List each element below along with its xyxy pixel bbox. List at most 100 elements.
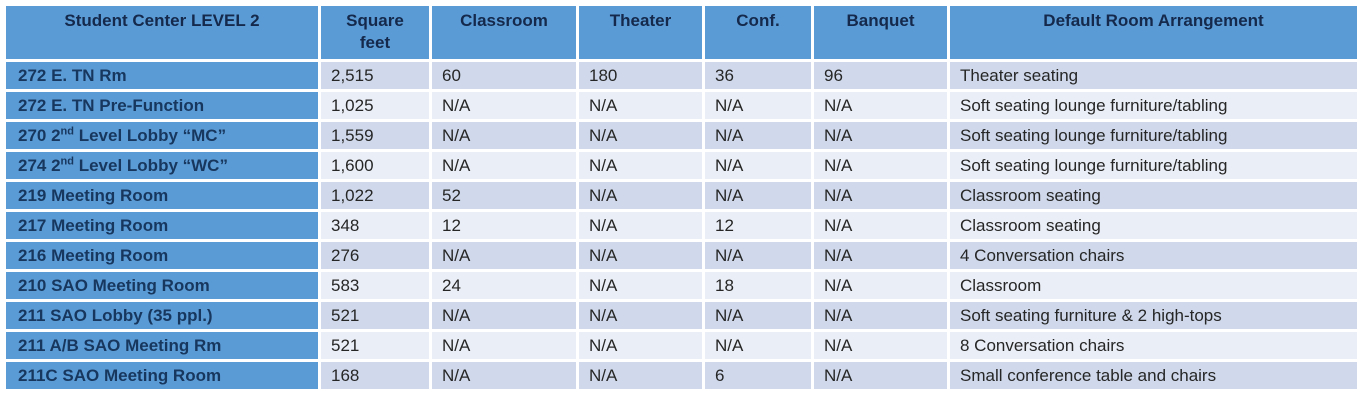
banquet-capacity-cell: N/A xyxy=(814,362,947,389)
column-header-theater-label: Theater xyxy=(609,11,672,30)
room-name-cell: 274 2nd Level Lobby “WC” xyxy=(6,152,318,179)
banquet-capacity-cell: N/A xyxy=(814,302,947,329)
theater-capacity-cell: N/A xyxy=(579,212,702,239)
table-row: 219 Meeting Room 1,022 52 N/A N/A N/A Cl… xyxy=(6,182,1357,209)
room-name-rest: Level Lobby “WC” xyxy=(74,155,228,175)
default-arrangement-cell: Classroom seating xyxy=(950,182,1357,209)
square-feet-cell: 2,515 xyxy=(321,62,429,89)
classroom-capacity-cell: 52 xyxy=(432,182,576,209)
room-name-text: 210 SAO Meeting Room xyxy=(18,275,210,295)
banquet-capacity-cell: N/A xyxy=(814,212,947,239)
conference-capacity-cell: N/A xyxy=(705,92,811,119)
default-arrangement-cell: Theater seating xyxy=(950,62,1357,89)
column-header-square-feet-label: Square feet xyxy=(346,11,404,52)
default-arrangement-cell: Soft seating lounge furniture/tabling xyxy=(950,152,1357,179)
theater-capacity-cell: N/A xyxy=(579,182,702,209)
default-arrangement-cell: Small conference table and chairs xyxy=(950,362,1357,389)
theater-capacity-cell: N/A xyxy=(579,362,702,389)
room-name-cell: 210 SAO Meeting Room xyxy=(6,272,318,299)
square-feet-cell: 1,559 xyxy=(321,122,429,149)
classroom-capacity-cell: N/A xyxy=(432,302,576,329)
square-feet-cell: 521 xyxy=(321,332,429,359)
column-header-banquet-label: Banquet xyxy=(846,11,915,30)
room-name-cell: 272 E. TN Rm xyxy=(6,62,318,89)
theater-capacity-cell: N/A xyxy=(579,122,702,149)
classroom-capacity-cell: N/A xyxy=(432,92,576,119)
default-arrangement-cell: 8 Conversation chairs xyxy=(950,332,1357,359)
table-row: 216 Meeting Room 276 N/A N/A N/A N/A 4 C… xyxy=(6,242,1357,269)
room-name-cell: 216 Meeting Room xyxy=(6,242,318,269)
banquet-capacity-cell: N/A xyxy=(814,182,947,209)
banquet-capacity-cell: N/A xyxy=(814,152,947,179)
banquet-capacity-cell: 96 xyxy=(814,62,947,89)
classroom-capacity-cell: 12 xyxy=(432,212,576,239)
banquet-capacity-cell: N/A xyxy=(814,332,947,359)
conference-capacity-cell: N/A xyxy=(705,302,811,329)
column-header-banquet: Banquet xyxy=(814,6,947,59)
classroom-capacity-cell: N/A xyxy=(432,332,576,359)
square-feet-cell: 168 xyxy=(321,362,429,389)
conference-capacity-cell: N/A xyxy=(705,182,811,209)
room-name-text: 211 A/B SAO Meeting Rm xyxy=(18,335,222,355)
theater-capacity-cell: N/A xyxy=(579,152,702,179)
conference-capacity-cell: 36 xyxy=(705,62,811,89)
table-row: 270 2nd Level Lobby “MC” 1,559 N/A N/A N… xyxy=(6,122,1357,149)
table-row: 211 SAO Lobby (35 ppl.) 521 N/A N/A N/A … xyxy=(6,302,1357,329)
square-feet-cell: 583 xyxy=(321,272,429,299)
column-header-conf-label: Conf. xyxy=(736,11,780,30)
room-name-cell: 219 Meeting Room xyxy=(6,182,318,209)
theater-capacity-cell: N/A xyxy=(579,92,702,119)
banquet-capacity-cell: N/A xyxy=(814,92,947,119)
default-arrangement-cell: Soft seating furniture & 2 high-tops xyxy=(950,302,1357,329)
banquet-capacity-cell: N/A xyxy=(814,242,947,269)
room-name-cell: 211 A/B SAO Meeting Rm xyxy=(6,332,318,359)
column-header-arrangement-label: Default Room Arrangement xyxy=(1043,11,1264,30)
table-body: 272 E. TN Rm 2,515 60 180 36 96 Theater … xyxy=(6,62,1357,389)
square-feet-cell: 1,022 xyxy=(321,182,429,209)
banquet-capacity-cell: N/A xyxy=(814,122,947,149)
default-arrangement-cell: Classroom seating xyxy=(950,212,1357,239)
room-name-text: 211C SAO Meeting Room xyxy=(18,365,222,385)
room-name-text: 274 2 xyxy=(18,155,61,175)
banquet-capacity-cell: N/A xyxy=(814,272,947,299)
theater-capacity-cell: N/A xyxy=(579,332,702,359)
room-name-text: 272 E. TN Pre-Function xyxy=(18,95,205,115)
table-row: 217 Meeting Room 348 12 N/A 12 N/A Class… xyxy=(6,212,1357,239)
column-header-classroom-label: Classroom xyxy=(460,11,548,30)
square-feet-cell: 276 xyxy=(321,242,429,269)
classroom-capacity-cell: N/A xyxy=(432,362,576,389)
column-header-theater: Theater xyxy=(579,6,702,59)
classroom-capacity-cell: 24 xyxy=(432,272,576,299)
table-row: 210 SAO Meeting Room 583 24 N/A 18 N/A C… xyxy=(6,272,1357,299)
table-row: 274 2nd Level Lobby “WC” 1,600 N/A N/A N… xyxy=(6,152,1357,179)
table-row: 211 A/B SAO Meeting Rm 521 N/A N/A N/A N… xyxy=(6,332,1357,359)
column-header-conf: Conf. xyxy=(705,6,811,59)
table-row: 211C SAO Meeting Room 168 N/A N/A 6 N/A … xyxy=(6,362,1357,389)
room-name-text: 216 Meeting Room xyxy=(18,245,169,265)
room-capacity-table: Student Center LEVEL 2 Square feet Class… xyxy=(3,3,1360,392)
classroom-capacity-cell: N/A xyxy=(432,242,576,269)
classroom-capacity-cell: 60 xyxy=(432,62,576,89)
theater-capacity-cell: N/A xyxy=(579,302,702,329)
table-header: Student Center LEVEL 2 Square feet Class… xyxy=(6,6,1357,59)
square-feet-cell: 348 xyxy=(321,212,429,239)
theater-capacity-cell: N/A xyxy=(579,272,702,299)
theater-capacity-cell: N/A xyxy=(579,242,702,269)
room-name-cell: 211C SAO Meeting Room xyxy=(6,362,318,389)
conference-capacity-cell: 18 xyxy=(705,272,811,299)
room-name-cell: 211 SAO Lobby (35 ppl.) xyxy=(6,302,318,329)
conference-capacity-cell: N/A xyxy=(705,152,811,179)
column-header-room-label: Student Center LEVEL 2 xyxy=(64,11,260,30)
room-name-text: 211 SAO Lobby (35 ppl.) xyxy=(18,305,213,325)
conference-capacity-cell: N/A xyxy=(705,122,811,149)
column-header-classroom: Classroom xyxy=(432,6,576,59)
room-name-rest: Level Lobby “MC” xyxy=(74,125,227,145)
room-name-text: 270 2 xyxy=(18,125,61,145)
room-name-superscript: nd xyxy=(60,124,74,137)
table-row: 272 E. TN Pre-Function 1,025 N/A N/A N/A… xyxy=(6,92,1357,119)
theater-capacity-cell: 180 xyxy=(579,62,702,89)
conference-capacity-cell: 12 xyxy=(705,212,811,239)
default-arrangement-cell: Soft seating lounge furniture/tabling xyxy=(950,122,1357,149)
room-name-superscript: nd xyxy=(60,154,74,167)
